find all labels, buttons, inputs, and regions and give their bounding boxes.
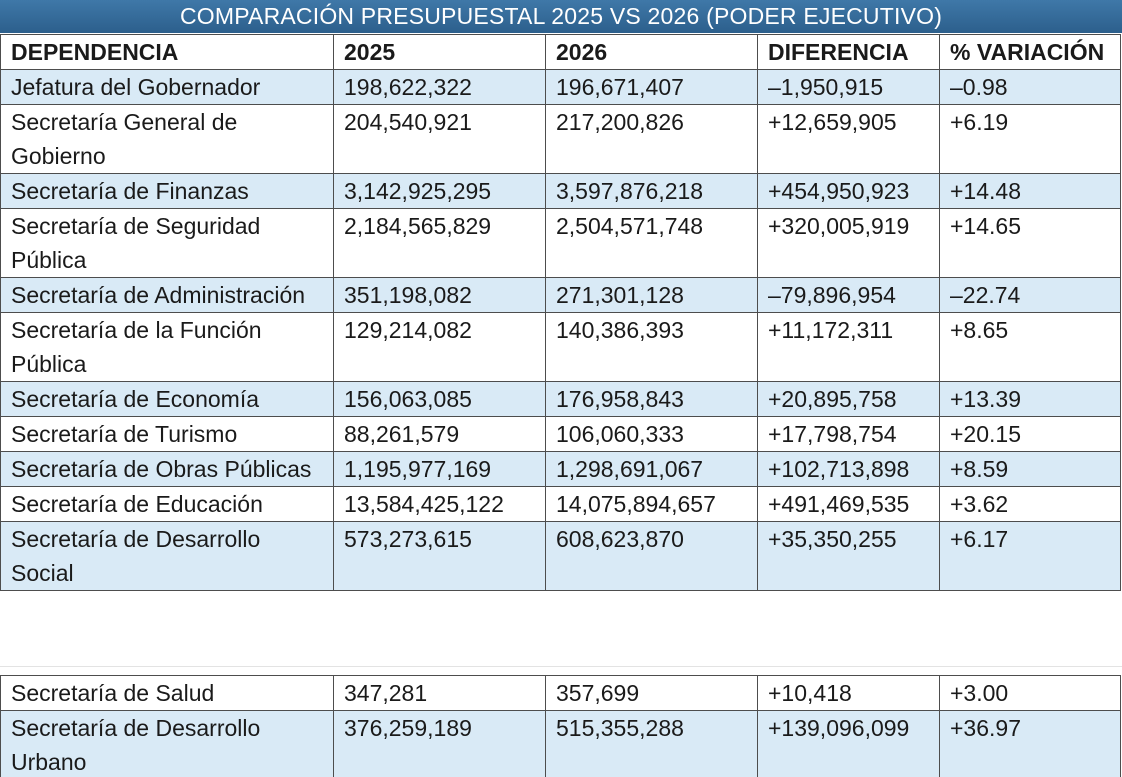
cell-2026: 608,623,870 [545, 521, 758, 591]
budget-comparison-table-continued: Secretaría de Salud 347,281 357,699 +10,418… [0, 675, 1121, 777]
cell-2026: 14,075,894,657 [545, 486, 758, 522]
cell-2025: 204,540,921 [333, 104, 546, 174]
cell-variacion: –22.74 [939, 277, 1121, 313]
header-diferencia: DIFERENCIA [757, 34, 940, 70]
cell-2025: 376,259,189 [333, 710, 546, 777]
cell-variacion: +6.17 [939, 521, 1121, 591]
table-row: Secretaría de Educación 13,584,425,122 14,… [0, 486, 1121, 522]
cell-variacion: +3.00 [939, 675, 1121, 711]
cell-diferencia: +320,005,919 [757, 208, 940, 278]
cell-variacion: +13.39 [939, 381, 1121, 417]
cell-2026: 357,699 [545, 675, 758, 711]
table-title: COMPARACIÓN PRESUPUESTAL 2025 VS 2026 (P… [0, 0, 1122, 33]
cell-variacion: +14.65 [939, 208, 1121, 278]
cell-diferencia: +35,350,255 [757, 521, 940, 591]
cell-2026: 196,671,407 [545, 69, 758, 105]
cell-diferencia: +102,713,898 [757, 451, 940, 487]
cell-dependencia: Secretaría de Administración [0, 277, 334, 313]
cell-2026: 1,298,691,067 [545, 451, 758, 487]
cell-2026: 2,504,571,748 [545, 208, 758, 278]
divider [0, 666, 1122, 667]
cell-2026: 271,301,128 [545, 277, 758, 313]
cell-diferencia: +17,798,754 [757, 416, 940, 452]
cell-2025: 129,214,082 [333, 312, 546, 382]
table-row: Secretaría de Salud 347,281 357,699 +10,418… [0, 675, 1121, 711]
table-row: Secretaría de la Función Pública 129,214,… [0, 312, 1121, 382]
cell-dependencia: Secretaría de Finanzas [0, 173, 334, 209]
header-2025: 2025 [333, 34, 546, 70]
cell-2025: 198,622,322 [333, 69, 546, 105]
cell-diferencia: +11,172,311 [757, 312, 940, 382]
cell-2025: 156,063,085 [333, 381, 546, 417]
cell-dependencia: Secretaría de Seguridad Pública [0, 208, 334, 278]
cell-2026: 176,958,843 [545, 381, 758, 417]
cell-2025: 1,195,977,169 [333, 451, 546, 487]
cell-dependencia: Secretaría de Obras Públicas [0, 451, 334, 487]
cell-2025: 3,142,925,295 [333, 173, 546, 209]
cell-diferencia: +454,950,923 [757, 173, 940, 209]
cell-dependencia: Secretaría General de Gobierno [0, 104, 334, 174]
cell-variacion: +8.65 [939, 312, 1121, 382]
cell-2026: 106,060,333 [545, 416, 758, 452]
cell-variacion: +8.59 [939, 451, 1121, 487]
cell-2025: 88,261,579 [333, 416, 546, 452]
cell-dependencia: Secretaría de la Función Pública [0, 312, 334, 382]
cell-variacion: +14.48 [939, 173, 1121, 209]
table-row: Secretaría de Obras Públicas 1,195,977,16… [0, 451, 1121, 487]
cell-2025: 2,184,565,829 [333, 208, 546, 278]
cell-diferencia: +20,895,758 [757, 381, 940, 417]
cell-diferencia: –79,896,954 [757, 277, 940, 313]
cell-dependencia: Secretaría de Salud [0, 675, 334, 711]
cell-2026: 3,597,876,218 [545, 173, 758, 209]
table-row: Secretaría de Seguridad Pública 2,184,565… [0, 208, 1121, 278]
cell-diferencia: +10,418 [757, 675, 940, 711]
cell-variacion: +3.62 [939, 486, 1121, 522]
header-2026: 2026 [545, 34, 758, 70]
cell-dependencia: Secretaría de Desarrollo Social [0, 521, 334, 591]
cell-dependencia: Secretaría de Turismo [0, 416, 334, 452]
table-row: Secretaría de Desarrollo Urbano 376,259,1… [0, 710, 1121, 777]
cell-variacion: –0.98 [939, 69, 1121, 105]
cell-variacion: +20.15 [939, 416, 1121, 452]
table-row: Secretaría de Economía 156,063,085 176,958… [0, 381, 1121, 417]
cell-dependencia: Jefatura del Gobernador [0, 69, 334, 105]
cell-diferencia: –1,950,915 [757, 69, 940, 105]
table-row: Secretaría de Finanzas 3,142,925,295 3,597… [0, 173, 1121, 209]
cell-dependencia: Secretaría de Educación [0, 486, 334, 522]
cell-2026: 140,386,393 [545, 312, 758, 382]
cell-variacion: +36.97 [939, 710, 1121, 777]
header-dependencia: DEPENDENCIA [0, 34, 334, 70]
cell-2026: 515,355,288 [545, 710, 758, 777]
cell-diferencia: +491,469,535 [757, 486, 940, 522]
header-variacion: % VARIACIÓN [939, 34, 1121, 70]
cell-2025: 573,273,615 [333, 521, 546, 591]
cell-2025: 347,281 [333, 675, 546, 711]
header-row: DEPENDENCIA 2025 2026 DIFERENCIA % VARIA… [0, 34, 1121, 70]
table-row: Secretaría General de Gobierno 204,540,92… [0, 104, 1121, 174]
table-row: Secretaría de Administración 351,198,082 2… [0, 277, 1121, 313]
cell-2026: 217,200,826 [545, 104, 758, 174]
cell-dependencia: Secretaría de Desarrollo Urbano [0, 710, 334, 777]
cell-diferencia: +139,096,099 [757, 710, 940, 777]
cell-dependencia: Secretaría de Economía [0, 381, 334, 417]
table-row: Secretaría de Turismo 88,261,579 106,060,3… [0, 416, 1121, 452]
cell-2025: 351,198,082 [333, 277, 546, 313]
cell-variacion: +6.19 [939, 104, 1121, 174]
table-row: Secretaría de Desarrollo Social 573,273,6… [0, 521, 1121, 591]
cell-diferencia: +12,659,905 [757, 104, 940, 174]
budget-comparison-table: DEPENDENCIA 2025 2026 DIFERENCIA % VARIA… [0, 34, 1121, 591]
table-row: Jefatura del Gobernador 198,622,322 196,67… [0, 69, 1121, 105]
cell-2025: 13,584,425,122 [333, 486, 546, 522]
